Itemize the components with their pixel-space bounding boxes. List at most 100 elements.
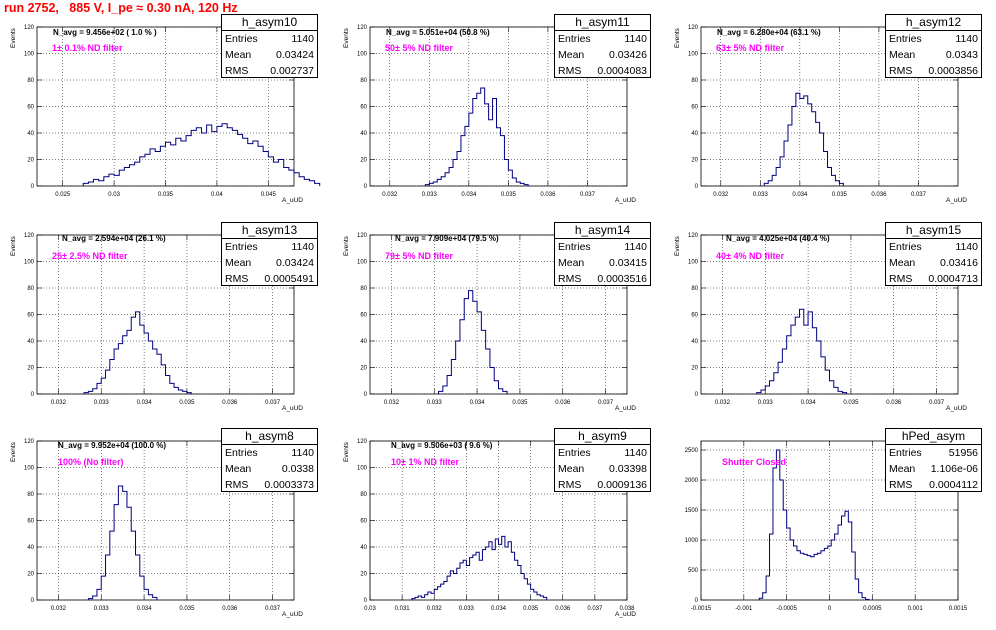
mean-row: Mean 0.03415 <box>555 255 650 271</box>
x-axis-label: A_uUD <box>946 197 967 204</box>
y-axis-label: Events <box>343 236 350 256</box>
y-tick-label: 0 <box>695 184 699 190</box>
x-tick-label: 0.0005 <box>863 606 882 612</box>
entries-row-label: Entries <box>889 447 922 459</box>
x-axis-label: A_uUD <box>946 405 967 412</box>
x-tick-label: 0.031 <box>395 606 411 612</box>
y-tick-label: 120 <box>24 25 35 31</box>
y-tick-label: 80 <box>691 286 698 292</box>
filter-label: 10± 1% ND filter <box>391 457 459 467</box>
x-tick-label: 0.037 <box>587 606 603 612</box>
y-tick-label: 120 <box>357 25 368 31</box>
entries-row: Entries 1140 <box>222 31 317 47</box>
rms-row: RMS 0.0004713 <box>886 271 981 287</box>
x-tick-label: 0.035 <box>501 192 517 198</box>
y-tick-label: 60 <box>27 313 34 319</box>
y-tick-label: 60 <box>691 105 698 111</box>
y-tick-label: 20 <box>691 366 698 372</box>
rms-row-label: RMS <box>889 65 913 77</box>
histogram-panel-hPed_asym: -0.0015 -0.001 -0.0005 0 0.0005 0.001 0.0015 0 5… <box>664 428 982 630</box>
mean-row: Mean 0.03398 <box>555 461 650 477</box>
x-tick-label: 0.035 <box>523 606 539 612</box>
y-tick-label: 60 <box>360 105 367 111</box>
rms-row-label: RMS <box>889 479 913 491</box>
histogram-panel-h_asym11: 0.032 0.033 0.034 0.035 0.036 0.037 0 20 40 60 80 1… <box>333 14 651 216</box>
y-tick-label: 120 <box>688 233 699 239</box>
stats-box: h_asym9 Entries 1140 Mean 0.03398 RMS 0.000913… <box>554 428 651 492</box>
y-tick-label: 40 <box>27 131 34 137</box>
x-tick-label: 0.032 <box>382 192 398 198</box>
x-tick-label: 0.033 <box>94 606 110 612</box>
entries-row-value: 1140 <box>955 33 978 45</box>
plot-area: 0.032 0.033 0.034 0.035 0.036 0.037 0 20 40 60 80 1… <box>688 25 959 198</box>
mean-row-label: Mean <box>558 49 585 61</box>
x-axis-label: A_uUD <box>282 611 303 618</box>
filter-label: 63± 5% ND filter <box>716 43 784 53</box>
y-tick-label: 20 <box>27 366 34 372</box>
x-tick-label: 0.034 <box>792 192 808 198</box>
x-tick-label: 0.035 <box>179 400 195 406</box>
histogram-panel-h_asym10: 0.025 0.03 0.035 0.04 0.045 0 20 40 60 80 100 120 Ev… <box>0 14 321 216</box>
entries-row-value: 1140 <box>624 33 647 45</box>
filter-label: 100% (No filter) <box>58 457 124 467</box>
entries-row-label: Entries <box>889 33 922 45</box>
entries-row: Entries 1140 <box>222 445 317 461</box>
filter-label: 79± 5% ND filter <box>385 251 453 261</box>
x-tick-label: 0.035 <box>158 192 174 198</box>
x-tick-label: -0.0015 <box>691 606 712 612</box>
stats-box: h_asym14 Entries 1140 Mean 0.03415 RMS 0.00035… <box>554 222 651 286</box>
rms-row-value: 0.0009136 <box>597 479 647 491</box>
y-tick-label: 1500 <box>685 508 699 514</box>
stats-box: h_asym13 Entries 1140 Mean 0.03424 RMS 0.00054… <box>221 222 318 286</box>
y-tick-label: 20 <box>360 366 367 372</box>
mean-row: Mean 0.03424 <box>222 255 317 271</box>
x-axis-label: A_uUD <box>615 405 636 412</box>
x-tick-label: 0.033 <box>94 400 110 406</box>
mean-row: Mean 0.0343 <box>886 47 981 63</box>
entries-row-label: Entries <box>889 241 922 253</box>
rms-row-value: 0.0005491 <box>264 273 314 285</box>
navg-label: N_avg = 7.909e+04 (79.5 %) <box>395 234 499 243</box>
y-tick-label: 120 <box>24 233 35 239</box>
mean-row: Mean 0.03426 <box>555 47 650 63</box>
rms-row-label: RMS <box>889 273 913 285</box>
y-tick-label: 60 <box>27 519 34 525</box>
navg-label: N_avg = 4.025e+04 (40.4 %) <box>726 234 830 243</box>
x-tick-label: 0.036 <box>555 606 571 612</box>
y-tick-label: 100 <box>24 466 35 472</box>
canvas-title: run 2752, 885 V, I_pe ≈ 0.30 nA, 120 Hz <box>4 1 238 15</box>
histogram-panel-h_asym8: 0.032 0.033 0.034 0.035 0.036 0.037 0 20 40 60 80 1… <box>0 428 318 630</box>
y-axis-label: Events <box>674 236 681 256</box>
x-tick-label: 0.033 <box>422 192 438 198</box>
stats-box: h_asym15 Entries 1140 Mean 0.03416 RMS 0.00047… <box>885 222 982 286</box>
mean-row-value: 0.03426 <box>609 49 647 61</box>
rms-row: RMS 0.0003856 <box>886 63 981 79</box>
histogram-name: h_asym10 <box>222 15 317 31</box>
y-tick-label: 60 <box>360 313 367 319</box>
entries-row-value: 1140 <box>624 241 647 253</box>
navg-label: N_avg = 6.280e+04 (63.1 %) <box>717 28 821 37</box>
y-tick-label: 20 <box>27 572 34 578</box>
y-tick-label: 40 <box>360 545 367 551</box>
mean-row-label: Mean <box>558 257 585 269</box>
y-tick-label: 80 <box>360 78 367 84</box>
y-tick-label: 80 <box>27 492 34 498</box>
navg-label: N_avg = 2.594e+04 (26.1 %) <box>62 234 166 243</box>
histogram-name: h_asym13 <box>222 223 317 239</box>
entries-row: Entries 51956 <box>886 445 981 461</box>
rms-row-value: 0.0004713 <box>928 273 978 285</box>
stats-box: h_asym12 Entries 1140 Mean 0.0343 RMS 0.000385… <box>885 14 982 78</box>
x-tick-label: 0.04 <box>211 192 223 198</box>
navg-label: N_avg = 9.952e+04 (100.0 %) <box>58 441 167 450</box>
rms-row: RMS 0.0003373 <box>222 477 317 493</box>
histogram-line <box>756 308 848 394</box>
x-tick-label: 0.037 <box>929 400 945 406</box>
x-tick-label: 0 <box>828 606 832 612</box>
stats-box: h_asym11 Entries 1140 Mean 0.03426 RMS 0.00040… <box>554 14 651 78</box>
y-tick-label: 0 <box>695 392 699 398</box>
rms-row: RMS 0.0003516 <box>555 271 650 287</box>
histogram-panel-h_asym14: 0.032 0.033 0.034 0.035 0.036 0.037 0 20 40 60 80 1… <box>333 222 651 424</box>
x-tick-label: 0.037 <box>580 192 596 198</box>
histogram-panel-h_asym12: 0.032 0.033 0.034 0.035 0.036 0.037 0 20 40 60 80 1… <box>664 14 982 216</box>
y-tick-label: 80 <box>360 286 367 292</box>
